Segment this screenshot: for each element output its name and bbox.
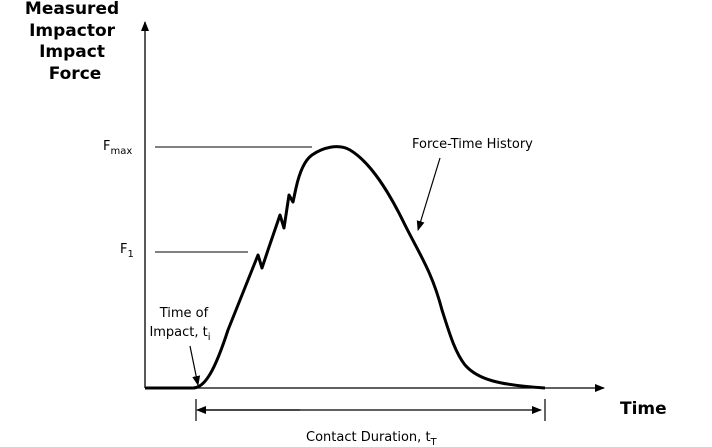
curve-arrow (416, 157, 441, 231)
impact-sub: i (208, 332, 211, 343)
impact-line1: Time of (159, 306, 209, 321)
y-axis-label: Measured Impactor Impact Force (25, 0, 125, 84)
curve-label: Force-Time History (412, 137, 533, 152)
duration-label: Contact Duration, tT (306, 430, 438, 447)
fmax-sub: max (110, 146, 132, 157)
y-label-line: Impact (39, 42, 105, 62)
force-curve (145, 145, 546, 390)
y-label-line: Impactor (29, 21, 116, 41)
f1-sub: 1 (127, 249, 133, 260)
y-label-line: Force (49, 64, 102, 84)
duration-sub: T (430, 437, 438, 447)
x-axis-label: Time (620, 399, 667, 419)
y-label-line: Measured (25, 0, 119, 19)
f1-label: F1 (120, 242, 134, 260)
duration-base: Contact Duration, t (306, 430, 431, 445)
fmax-base: F (103, 139, 110, 154)
f1-base: F (120, 242, 127, 257)
impact-line2: Impact, t (149, 325, 207, 340)
fmax-label: Fmax (103, 139, 132, 157)
impact-arrow (189, 345, 201, 386)
impact-label: Time of Impact, ti (149, 306, 212, 343)
